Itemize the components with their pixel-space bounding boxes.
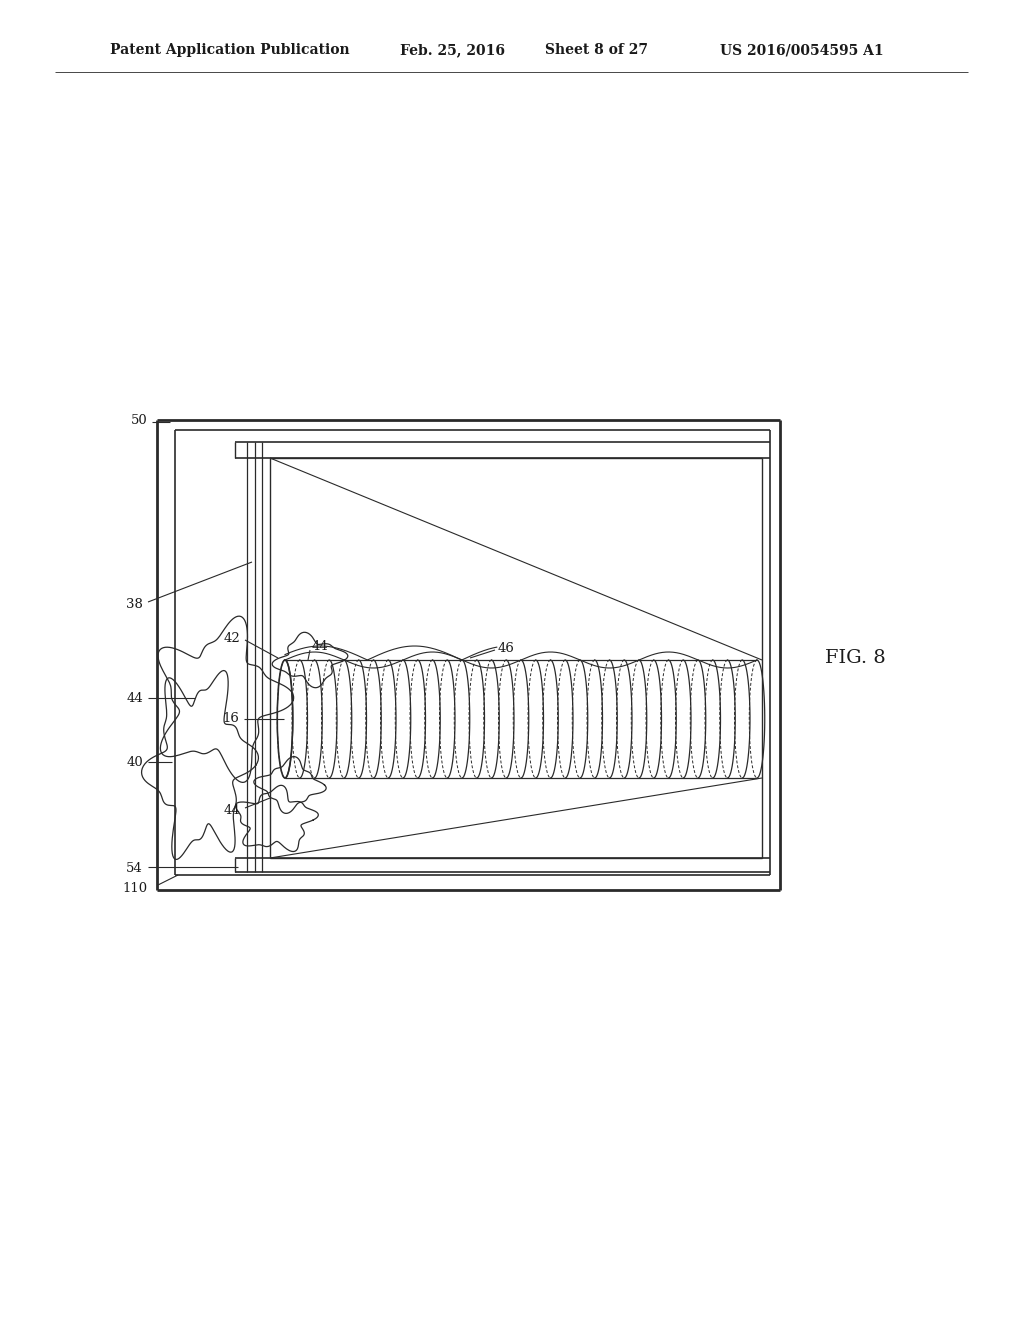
Text: FIG. 8: FIG. 8 [824,649,886,667]
Text: 44: 44 [223,804,240,817]
Text: 42: 42 [223,631,240,644]
Text: 50: 50 [131,413,148,426]
Text: 44: 44 [126,692,143,705]
Text: 110: 110 [123,882,148,895]
Text: 16: 16 [222,713,239,726]
Text: Feb. 25, 2016: Feb. 25, 2016 [400,44,505,57]
Text: 46: 46 [498,642,515,655]
Text: 38: 38 [126,598,143,611]
Text: Sheet 8 of 27: Sheet 8 of 27 [545,44,648,57]
Text: Patent Application Publication: Patent Application Publication [110,44,349,57]
Text: 44: 44 [312,640,329,653]
Text: 40: 40 [126,755,143,768]
Text: US 2016/0054595 A1: US 2016/0054595 A1 [720,44,884,57]
Text: 54: 54 [126,862,143,874]
